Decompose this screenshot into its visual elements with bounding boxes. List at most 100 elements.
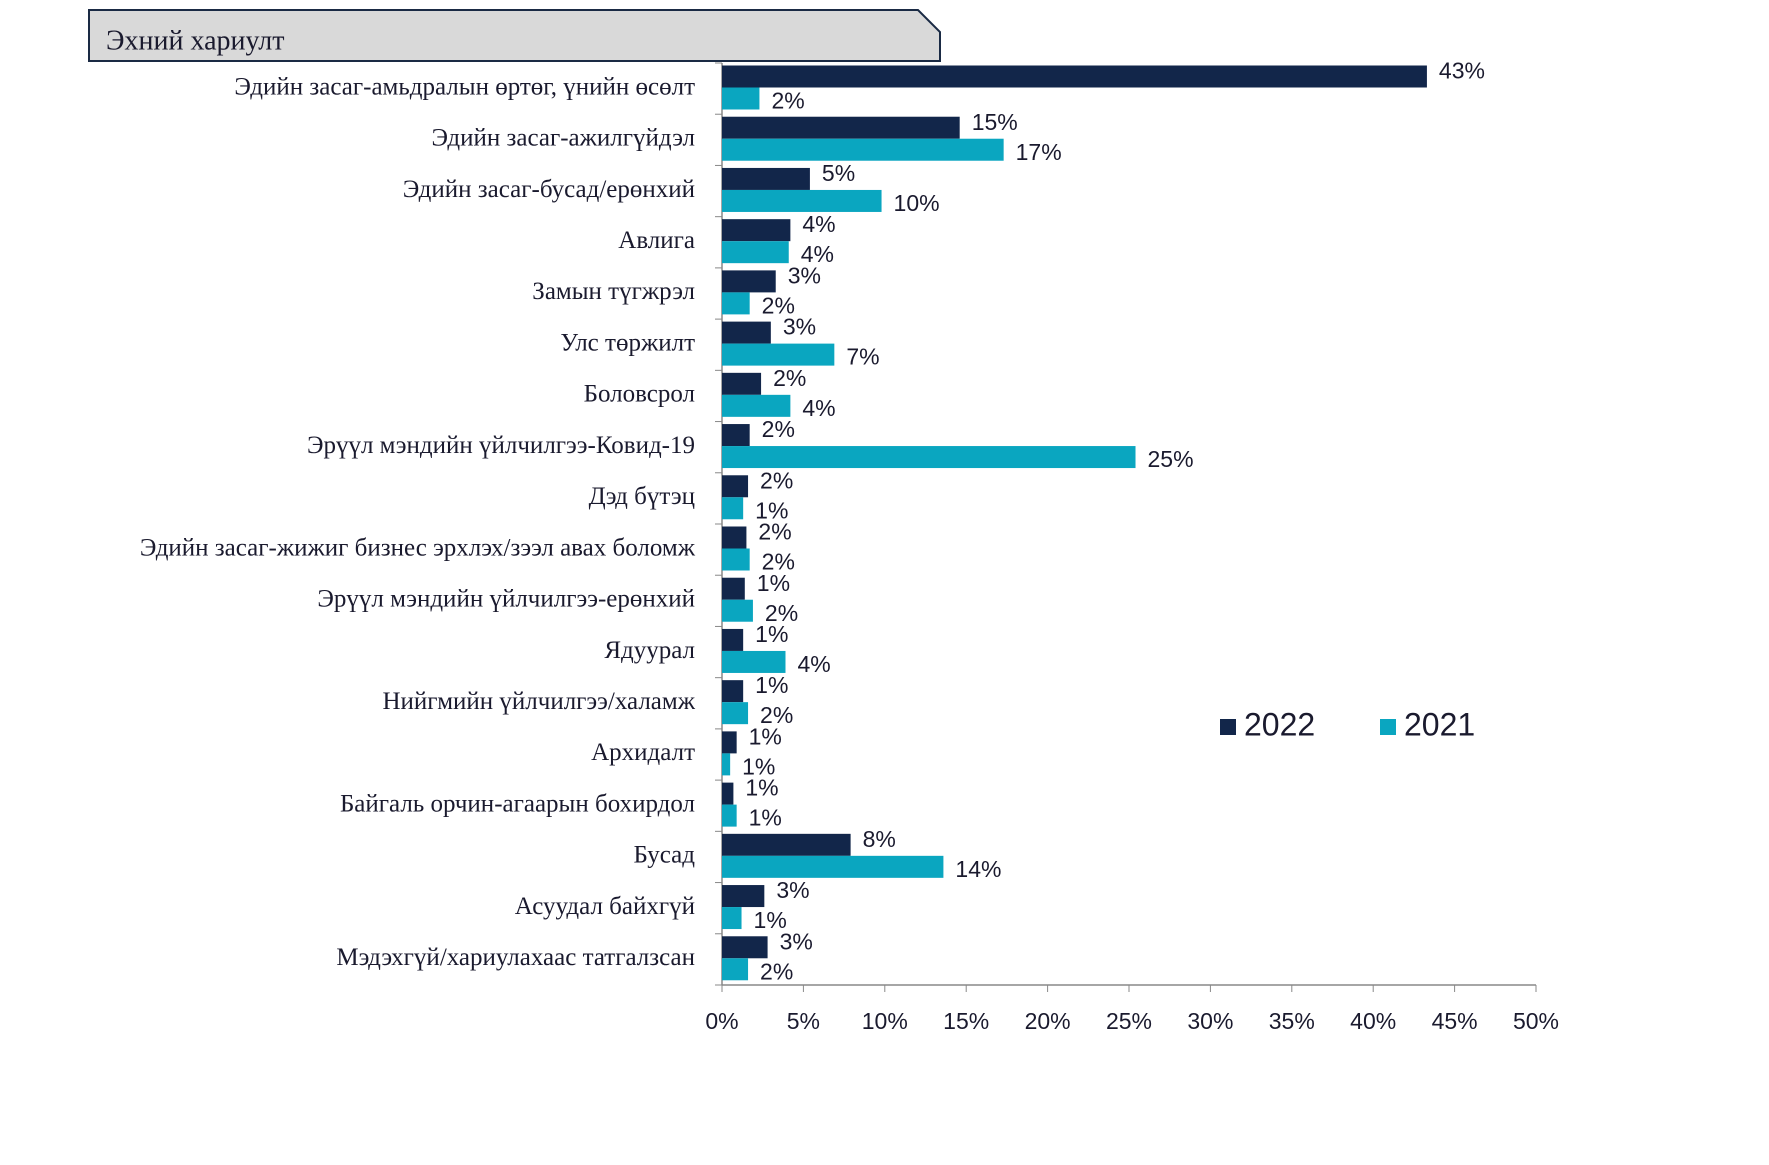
bar — [722, 958, 749, 981]
x-tick-label: 25% — [1106, 1008, 1152, 1034]
data-label: 14% — [955, 856, 1001, 882]
data-label: 1% — [745, 775, 778, 801]
bar — [722, 680, 744, 703]
bar — [722, 782, 734, 805]
data-label: 1% — [749, 805, 782, 831]
bar — [722, 475, 749, 498]
category-label: Замын түгжрэл — [532, 278, 695, 305]
category-label: Ядуурал — [604, 637, 695, 664]
bar — [722, 628, 744, 651]
bar — [722, 804, 737, 827]
category-label: Эдийн засаг-бусад/ерөнхий — [403, 176, 695, 203]
category-label: Эрүүл мэндийн үйлчилгээ-ерөнхий — [317, 586, 695, 613]
data-label: 2% — [762, 416, 795, 442]
x-tick-label: 35% — [1269, 1008, 1315, 1034]
data-label: 1% — [755, 621, 788, 647]
bar — [722, 321, 771, 344]
x-tick-label: 5% — [787, 1008, 820, 1034]
x-tick-label: 10% — [862, 1008, 908, 1034]
bar — [722, 599, 753, 622]
data-label: 4% — [801, 241, 834, 267]
data-label: 3% — [776, 877, 809, 903]
bar — [722, 753, 731, 776]
bar — [722, 372, 762, 395]
bar — [722, 270, 776, 293]
legend-label: 2022 — [1244, 706, 1315, 742]
data-label: 2% — [762, 292, 795, 318]
data-label: 2% — [773, 365, 806, 391]
data-label: 1% — [755, 497, 788, 523]
data-label: 2% — [765, 600, 798, 626]
bar — [722, 526, 747, 549]
category-label: Авлига — [618, 227, 695, 254]
data-label: 1% — [754, 907, 787, 933]
bar — [722, 343, 835, 366]
bar — [722, 833, 851, 856]
bar — [722, 855, 944, 878]
bar — [722, 731, 737, 754]
bar — [722, 394, 791, 417]
bar — [722, 446, 1136, 469]
data-label: 8% — [863, 826, 896, 852]
x-tick-label: 30% — [1187, 1008, 1233, 1034]
data-label: 2% — [771, 88, 804, 114]
data-label: 1% — [757, 570, 790, 596]
bar — [722, 219, 791, 242]
data-label: 4% — [797, 651, 830, 677]
bar — [722, 189, 882, 212]
category-label: Эдийн засаг-жижиг бизнес эрхлэх/зээл ава… — [140, 534, 696, 561]
category-label: Архидалт — [591, 739, 695, 766]
category-label: Дэд бүтэц — [589, 483, 695, 510]
x-tick-label: 45% — [1432, 1008, 1478, 1034]
category-label: Эдийн засаг-амьдралын өртөг, үнийн өсөлт — [234, 73, 695, 100]
x-tick-label: 15% — [943, 1008, 989, 1034]
legend-swatch — [1380, 719, 1396, 735]
data-label: 3% — [783, 314, 816, 340]
legend-label: 2021 — [1404, 706, 1475, 742]
bar — [722, 65, 1427, 88]
data-label: 5% — [822, 160, 855, 186]
category-label: Эрүүл мэндийн үйлчилгээ-Ковид-19 — [307, 432, 695, 459]
data-label: 3% — [780, 928, 813, 954]
bar — [722, 241, 789, 264]
category-label: Нийгмийн үйлчилгээ/халамж — [382, 688, 695, 715]
x-tick-label: 20% — [1025, 1008, 1071, 1034]
data-label: 43% — [1439, 58, 1485, 84]
chart-title: Эхний хариулт — [106, 25, 284, 56]
category-label: Бусад — [634, 842, 696, 869]
data-label: 1% — [742, 753, 775, 779]
bar — [722, 907, 742, 930]
x-tick-label: 0% — [705, 1008, 738, 1034]
data-label: 2% — [760, 467, 793, 493]
bar — [722, 116, 960, 139]
bar — [722, 650, 786, 673]
bar — [722, 548, 750, 571]
bar — [722, 87, 760, 110]
data-label: 25% — [1148, 446, 1194, 472]
title-box — [88, 9, 941, 62]
data-label: 1% — [755, 672, 788, 698]
category-label: Мэдэхгүй/хариулахаас татгалзсан — [336, 944, 695, 971]
data-label: 7% — [846, 344, 879, 370]
bar — [722, 936, 768, 959]
bar — [722, 424, 750, 447]
category-label: Асуудал байхгүй — [515, 893, 695, 920]
data-label: 2% — [760, 702, 793, 728]
bar — [722, 167, 810, 190]
category-label: Эдийн засаг-ажилгүйдэл — [432, 125, 696, 152]
data-label: 17% — [1016, 139, 1062, 165]
bar — [722, 702, 749, 725]
x-tick-label: 40% — [1350, 1008, 1396, 1034]
data-label: 4% — [802, 211, 835, 237]
category-label: Боловсрол — [584, 381, 695, 408]
legend-swatch — [1220, 719, 1236, 735]
data-label: 2% — [758, 519, 791, 545]
data-label: 15% — [972, 109, 1018, 135]
bar — [722, 577, 745, 600]
data-label: 2% — [762, 549, 795, 575]
bar — [722, 138, 1004, 161]
bar — [722, 497, 744, 520]
data-label: 10% — [894, 190, 940, 216]
category-label: Улс төржилт — [560, 329, 695, 356]
